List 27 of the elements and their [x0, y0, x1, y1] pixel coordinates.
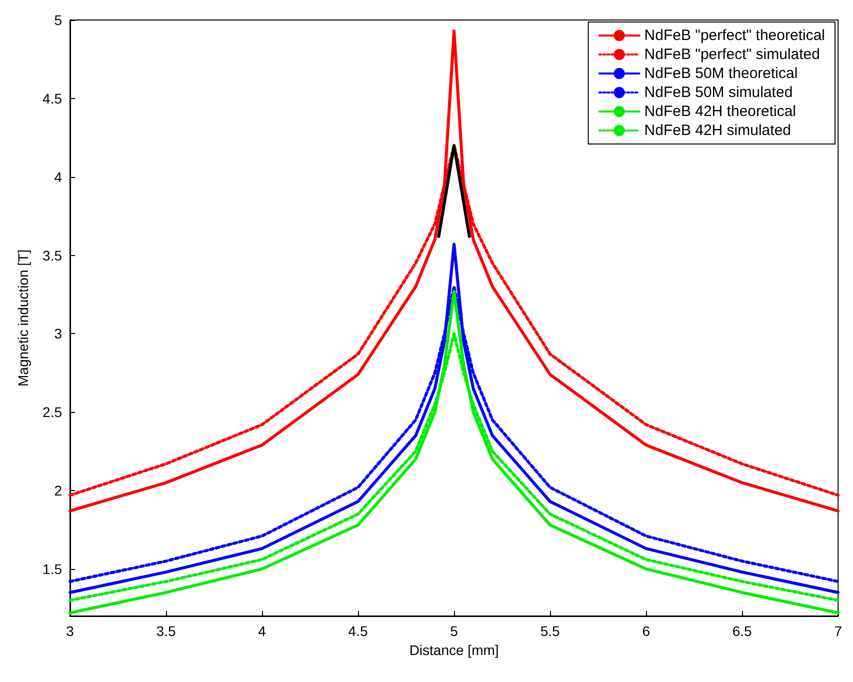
legend-label: NdFeB "perfect" theoretical [644, 27, 825, 44]
legend-label: NdFeB 50M theoretical [644, 65, 798, 82]
x-tick-label: 6 [642, 623, 650, 639]
y-tick-label: 4 [54, 168, 62, 185]
legend-label: NdFeB 42H theoretical [644, 103, 796, 120]
legend-label: NdFeB 42H simulated [644, 122, 791, 139]
x-tick-label: 5.5 [540, 623, 560, 639]
x-tick-label: 5 [450, 623, 458, 639]
x-tick-label: 4.5 [348, 623, 368, 639]
y-tick-label: 2.5 [42, 404, 62, 420]
y-axis-title: Magnetic induction [T] [15, 250, 31, 386]
x-tick-label: 7 [834, 623, 842, 639]
y-tick-label: 2 [54, 482, 62, 499]
x-tick-label: 6.5 [732, 623, 752, 639]
line-series [68, 29, 840, 512]
legend-label: NdFeB "perfect" simulated [644, 46, 820, 63]
x-axis-title: Distance [mm] [409, 642, 499, 658]
x-tick-label: 4 [258, 623, 266, 639]
legend-label: NdFeB 50M simulated [644, 84, 793, 101]
x-tick-label: 3.5 [156, 623, 176, 639]
y-tick-label: 5 [54, 12, 62, 28]
y-tick-label: 3 [54, 326, 62, 342]
y-tick-label: 1.5 [42, 560, 62, 577]
y-tick-label: 3.5 [42, 247, 62, 264]
y-tick-label: 4.5 [42, 90, 62, 106]
line-series [68, 242, 840, 594]
x-tick-label: 3 [66, 623, 74, 639]
